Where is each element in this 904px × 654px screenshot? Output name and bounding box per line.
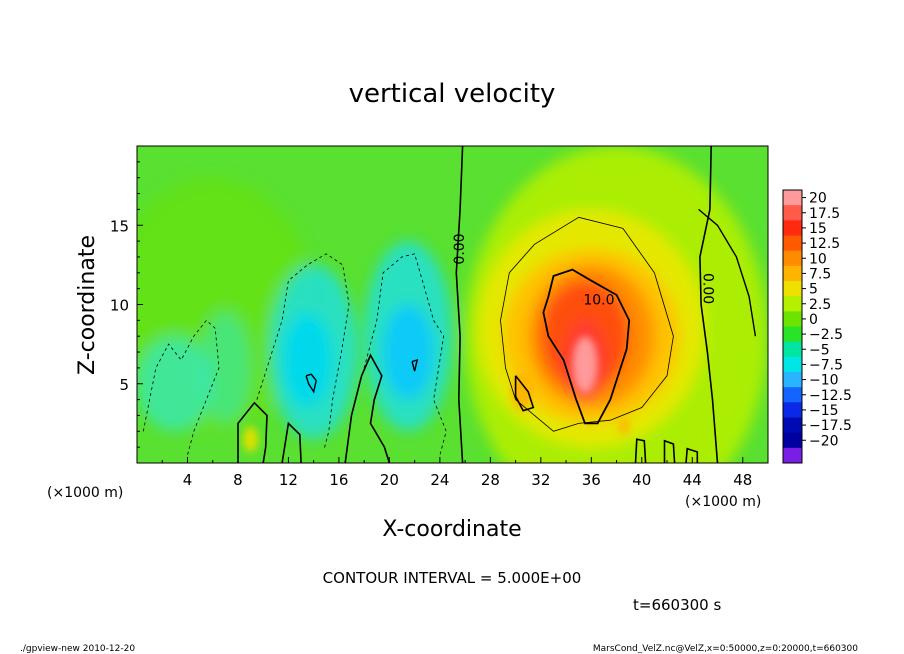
x-tick-label: 36 (582, 471, 601, 489)
colorbar-swatch (783, 235, 802, 252)
x-tick-label: 32 (531, 471, 550, 489)
colorbar-swatch (783, 250, 802, 267)
contour-line (455, 146, 464, 463)
footer-right: MarsCond_VelZ.nc@VelZ,x=0:50000,z=0:2000… (593, 644, 858, 654)
y-axis-label: Z-coordinate (75, 235, 100, 375)
colorbar-label: −5 (809, 342, 830, 358)
colorbar-swatch (783, 205, 802, 221)
colorbar-swatch (783, 311, 802, 327)
colorbar-label: −15 (809, 403, 839, 419)
y-tick-label: 15 (110, 217, 129, 235)
plot-area (137, 146, 768, 463)
x-unit-label: (×1000 m) (685, 494, 761, 510)
colorbar-label: 2.5 (809, 297, 831, 313)
colorbar-swatch (783, 341, 802, 358)
contour-line (344, 353, 391, 463)
colorbar-swatch (783, 190, 802, 206)
contour-line (542, 268, 631, 425)
field-blob (511, 372, 533, 411)
contour-line (256, 253, 350, 451)
x-tick-label: 44 (683, 471, 702, 489)
colorbar-label: −10 (809, 373, 839, 389)
colorbar-swatch (783, 387, 802, 403)
colorbar-swatch (783, 356, 802, 373)
x-tick-label: 40 (632, 471, 651, 489)
colorbar-label: 10 (809, 251, 827, 267)
contour-line (281, 421, 302, 463)
colorbar-label: 15 (809, 221, 827, 237)
x-tick-label: 16 (329, 471, 348, 489)
chart-title: vertical velocity (349, 79, 556, 109)
colorbar-label: −7.5 (809, 357, 843, 373)
y-tick-label: 10 (110, 297, 129, 315)
colorbar-frame (782, 189, 803, 464)
contour-line (634, 438, 647, 463)
colorbar-label: 20 (809, 191, 827, 207)
y-unit-label: (×1000 m) (47, 485, 123, 501)
field-blob (200, 312, 251, 424)
x-tick-label: 12 (279, 471, 298, 489)
colorbar-label: −20 (809, 433, 839, 449)
field-blob (137, 336, 213, 432)
colorbar-label: 0 (809, 312, 818, 328)
colorbar-swatch (783, 432, 802, 449)
contour-line (514, 375, 535, 412)
field-blob (243, 426, 259, 452)
colorbar-label: −2.5 (809, 327, 843, 343)
contour-line (698, 208, 757, 337)
velocity-field (137, 146, 768, 463)
colorbar-swatch (783, 372, 802, 388)
colorbar-swatch (783, 447, 802, 464)
x-tick-label: 20 (380, 471, 399, 489)
colorbar-label: −17.5 (809, 418, 852, 434)
colorbar-swatch (783, 265, 802, 282)
x-tick-label: 8 (233, 471, 243, 489)
contour-line (500, 216, 674, 432)
field-blob (383, 304, 434, 400)
x-axis-ticks: 4 8 12 16 20 24 28 32 36 40 44 48 (161, 457, 752, 489)
contour-line (237, 401, 268, 463)
colorbar-label: 5 (809, 282, 818, 298)
colorbar-swatch (783, 296, 802, 312)
colorbar-swatch (783, 281, 802, 297)
colorbar-swatch (783, 417, 802, 434)
colorbar-label: 17.5 (809, 206, 840, 222)
x-tick-label: 24 (430, 471, 449, 489)
colorbar-label: 7.5 (809, 266, 831, 282)
contour-label-group: 0.00 10.0 0.00 (452, 233, 716, 308)
contour-line (305, 373, 317, 394)
contour-label: 0.00 (700, 273, 716, 304)
contour-interval-text: CONTOUR INTERVAL = 5.000E+00 (323, 569, 582, 587)
footer-left: ./gpview-new 2010-12-20 (20, 644, 135, 654)
contour-label: 10.0 (583, 293, 614, 309)
y-tick-label: 5 (119, 376, 129, 394)
contour-line (363, 253, 447, 456)
colorbar: 2017.51512.5107.552.50−2.5−5−7.5−10−12.5… (782, 189, 852, 464)
contour-line (663, 439, 676, 463)
contour-line (685, 447, 699, 463)
time-text: t=660300 s (633, 596, 721, 614)
contour-label: 0.00 (452, 233, 468, 264)
colorbar-label: −12.5 (809, 388, 852, 404)
colorbar-label: 12.5 (809, 236, 840, 252)
x-tick-label: 4 (183, 471, 193, 489)
contour-line (699, 146, 719, 463)
field-blob (619, 418, 630, 435)
contour-line (411, 358, 419, 372)
field-blob (282, 312, 333, 408)
y-axis-ticks: 5 10 15 (110, 161, 143, 448)
colorbar-swatch (783, 402, 802, 418)
field-blob (572, 336, 598, 394)
x-tick-label: 48 (733, 471, 752, 489)
x-tick-label: 28 (481, 471, 500, 489)
contour-lines (142, 146, 757, 463)
colorbar-swatch (783, 326, 802, 343)
x-axis-label: X-coordinate (382, 517, 521, 542)
colorbar-swatch (783, 220, 802, 236)
